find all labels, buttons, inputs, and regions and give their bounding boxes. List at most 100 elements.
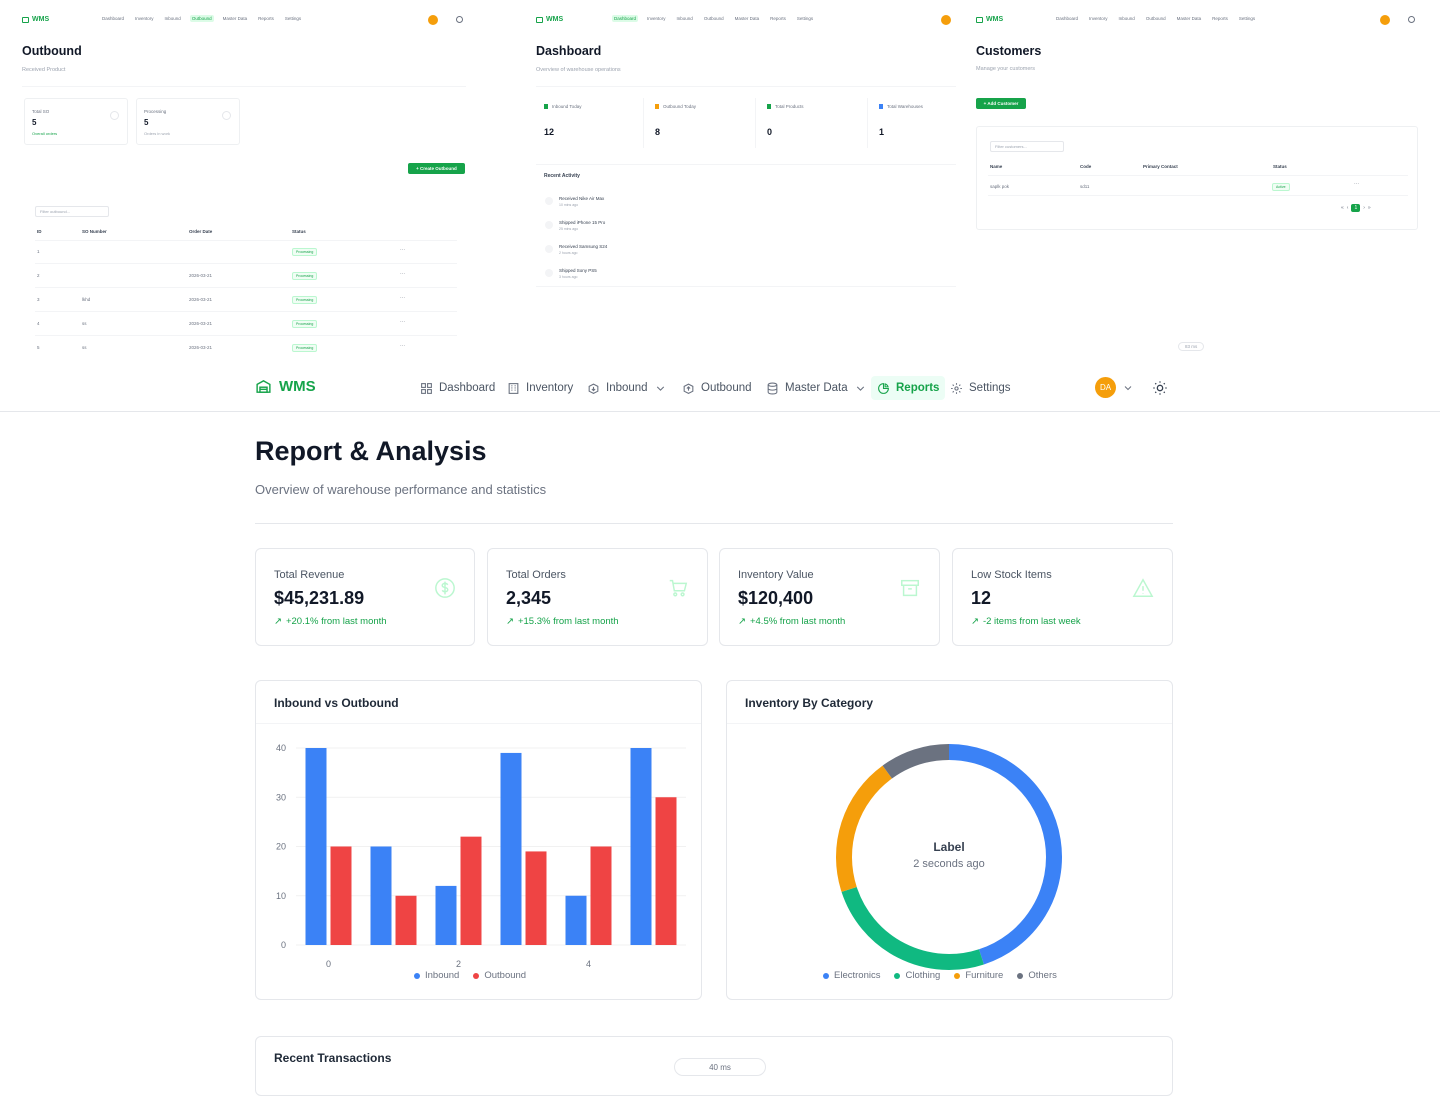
- filter-input[interactable]: Filter outbound...: [35, 206, 109, 217]
- column-header[interactable]: Status: [292, 229, 306, 234]
- nav-outbound[interactable]: Outbound: [1145, 16, 1166, 21]
- avatar[interactable]: [1380, 15, 1390, 25]
- donut-slice-clothing[interactable]: [841, 886, 984, 970]
- filter-input[interactable]: Filter customers...: [990, 141, 1064, 152]
- nav-dashboard[interactable]: Dashboard: [414, 376, 501, 400]
- activity-text: Received Nike Air Max: [559, 196, 605, 201]
- legend-clothing[interactable]: Clothing: [894, 970, 940, 981]
- theme-toggle-icon[interactable]: [1408, 16, 1415, 23]
- bar-outbound[interactable]: [655, 797, 677, 945]
- theme-toggle-icon[interactable]: [456, 16, 463, 23]
- nav-reports[interactable]: Reports: [1212, 16, 1228, 21]
- y-tick-label: 40: [276, 743, 286, 753]
- nav-inbound[interactable]: Inbound: [164, 16, 181, 21]
- nav-reports[interactable]: Reports: [258, 16, 274, 21]
- sun-icon[interactable]: [1152, 380, 1168, 396]
- nav-master-data[interactable]: Master Data: [760, 376, 873, 400]
- avatar[interactable]: [941, 15, 951, 25]
- nav-inventory[interactable]: Inventory: [647, 16, 666, 21]
- row-actions-icon[interactable]: ···: [400, 271, 405, 277]
- divider: [256, 723, 701, 724]
- nav-dashboard[interactable]: Dashboard: [102, 16, 125, 21]
- next-page-icon[interactable]: ›: [1363, 205, 1365, 211]
- stat-label: Processing: [144, 109, 167, 114]
- nav-outbound[interactable]: Outbound: [676, 376, 758, 400]
- stat-separator: [867, 98, 868, 148]
- avatar[interactable]: DA: [1095, 377, 1116, 398]
- row-actions-icon[interactable]: ···: [400, 247, 405, 253]
- brand-logo[interactable]: WMS: [536, 16, 563, 23]
- donut-slice-others[interactable]: [882, 744, 950, 779]
- donut-slice-furniture[interactable]: [836, 765, 893, 892]
- nav-master-data[interactable]: Master Data: [1176, 16, 1202, 21]
- nav-inventory[interactable]: Inventory: [135, 16, 154, 21]
- nav-settings[interactable]: Settings: [284, 16, 302, 21]
- column-header[interactable]: Order Date: [189, 229, 213, 234]
- nav-inbound[interactable]: Inbound: [676, 16, 693, 21]
- row-so-number: lkhd: [82, 297, 91, 302]
- bar-inbound[interactable]: [370, 846, 392, 946]
- devtools-badge[interactable]: 40 ms: [674, 1058, 766, 1076]
- row-divider: [35, 263, 457, 264]
- prev-page-icon[interactable]: ‹: [1346, 205, 1349, 211]
- card-trend: ↗ +4.5% from last month: [738, 616, 846, 627]
- brand-logo[interactable]: WMS: [976, 16, 1003, 23]
- nav-inventory[interactable]: Inventory: [501, 376, 579, 400]
- nav-inbound[interactable]: Inbound: [1118, 16, 1135, 21]
- row-actions-icon[interactable]: ···: [1354, 181, 1359, 187]
- row-actions-icon[interactable]: ···: [400, 295, 405, 301]
- column-header[interactable]: ID: [37, 229, 42, 234]
- bar-inbound[interactable]: [305, 748, 327, 945]
- legend-inbound[interactable]: Inbound: [414, 970, 459, 981]
- nav-reports[interactable]: Reports: [871, 376, 946, 400]
- row-actions-icon[interactable]: ···: [400, 319, 405, 325]
- nav-dashboard[interactable]: Dashboard: [1056, 16, 1079, 21]
- legend-electronics[interactable]: Electronics: [823, 970, 880, 981]
- column-header[interactable]: Primary Contact: [1143, 164, 1178, 169]
- row-actions-icon[interactable]: ···: [400, 343, 405, 349]
- customers-screenshot-panel: WMS Dashboard Inventory Inbound Outbound…: [968, 0, 1440, 358]
- add-customer-button[interactable]: + Add Customer: [976, 98, 1026, 109]
- legend-furniture[interactable]: Furniture: [954, 970, 1003, 981]
- devtools-badge[interactable]: 83 ms: [1178, 342, 1205, 351]
- nav-inbound[interactable]: Inbound: [581, 376, 673, 400]
- page-1-button[interactable]: 1: [1351, 204, 1361, 212]
- nav-master-data[interactable]: Master Data: [734, 16, 760, 21]
- stat-separator: [755, 98, 756, 148]
- brand-logo[interactable]: WMS: [255, 378, 316, 395]
- nav-dashboard[interactable]: Dashboard: [612, 15, 639, 22]
- legend-others[interactable]: Others: [1017, 970, 1057, 981]
- nav-outbound[interactable]: Outbound: [703, 16, 724, 21]
- bar-inbound[interactable]: [630, 748, 652, 945]
- first-page-icon[interactable]: «: [1341, 205, 1344, 211]
- nav-settings[interactable]: Settings: [944, 376, 1017, 400]
- bar-outbound[interactable]: [395, 895, 417, 945]
- nav-settings[interactable]: Settings: [1238, 16, 1256, 21]
- nav-inventory[interactable]: Inventory: [1089, 16, 1108, 21]
- last-page-icon[interactable]: »: [1367, 205, 1371, 211]
- bar-outbound[interactable]: [460, 836, 482, 945]
- bar-outbound[interactable]: [590, 846, 612, 946]
- box-icon: [110, 111, 119, 120]
- bar-inbound[interactable]: [435, 885, 457, 945]
- bar-inbound[interactable]: [500, 752, 522, 945]
- legend-outbound[interactable]: Outbound: [473, 970, 526, 981]
- bar-inbound[interactable]: [565, 895, 587, 945]
- chevron-down-icon[interactable]: [1122, 382, 1134, 394]
- column-header[interactable]: Code: [1080, 164, 1092, 169]
- column-header[interactable]: Name: [990, 164, 1003, 169]
- brand-logo[interactable]: WMS: [22, 16, 49, 23]
- column-header[interactable]: Status: [1273, 164, 1287, 169]
- bar-outbound[interactable]: [330, 846, 352, 946]
- nav-reports[interactable]: Reports: [770, 16, 786, 21]
- avatar[interactable]: [428, 15, 438, 25]
- nav-outbound[interactable]: Outbound: [189, 15, 214, 22]
- nav-settings[interactable]: Settings: [796, 16, 814, 21]
- column-header[interactable]: SO Number: [82, 229, 107, 234]
- bar-outbound[interactable]: [525, 851, 547, 945]
- create-outbound-button[interactable]: + Create Outbound: [408, 163, 465, 174]
- customer-name: saplk pok: [990, 184, 1010, 189]
- activity-time: 10 mins ago: [559, 203, 579, 207]
- donut-slice-electronics[interactable]: [948, 744, 1062, 965]
- nav-master-data[interactable]: Master Data: [222, 16, 248, 21]
